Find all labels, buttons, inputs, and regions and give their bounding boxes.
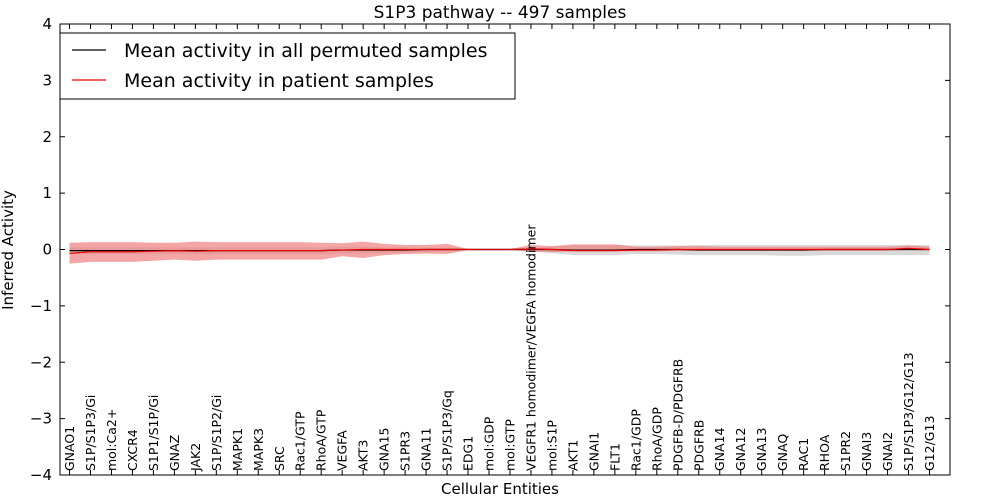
y-axis-label: Inferred Activity <box>0 190 17 310</box>
x-tick-label: GNA12 <box>733 428 748 472</box>
x-tick-label: PDGFRB <box>691 420 706 471</box>
x-tick-label: MAPK3 <box>251 428 266 471</box>
x-tick-label: S1P1/S1P/Gi <box>146 395 161 471</box>
confidence-bands <box>69 241 930 264</box>
x-tick-label: FLT1 <box>607 443 622 471</box>
x-tick-label: MAPK1 <box>230 428 245 471</box>
x-tick-label: S1P/S1P3/Gq <box>440 390 455 471</box>
x-tick-label: RhoA/GTP <box>314 409 329 471</box>
x-tick-label: mol:Ca2+ <box>104 409 119 471</box>
x-tick-label: Rac1/GTP <box>293 411 308 471</box>
x-axis-label: Cellular Entities <box>441 480 559 498</box>
x-tick-label: mol:S1P <box>544 420 559 471</box>
series-line-patient <box>69 247 930 255</box>
x-tick-label: EDG1 <box>461 436 476 471</box>
legend: Mean activity in all permuted samples Me… <box>59 32 516 100</box>
x-tick-label: GNAI2 <box>880 432 895 471</box>
y-tick-label: −4 <box>30 466 52 484</box>
legend-box <box>59 32 516 100</box>
x-tick-label: VEGFR1 homodimer/VEGFA homodimer <box>523 224 538 471</box>
x-tick-label: GNA11 <box>419 428 434 472</box>
legend-label-permuted: Mean activity in all permuted samples <box>124 40 487 62</box>
x-tick-label: GNAI3 <box>859 432 874 471</box>
x-tick-label: mol:GTP <box>502 419 517 471</box>
y-tick-label: −3 <box>30 410 52 428</box>
y-tick-label: 1 <box>42 184 52 202</box>
series-lines <box>69 247 930 255</box>
x-tick-label: AKT3 <box>356 440 371 471</box>
x-tick-label: S1P/S1P2/Gi <box>209 395 224 471</box>
x-tick-label: GNAQ <box>775 434 790 471</box>
x-tick-label: S1PR3 <box>398 431 413 471</box>
x-tick-label: S1P/S1P3/G12/G13 <box>901 352 916 471</box>
x-axis: GNAO1 S1P/S1P3/Gi mol:Ca2+ CXCR4 S1P1/S1P/Gi… <box>62 24 937 475</box>
x-tick-label: RhoA/GDP <box>649 407 664 471</box>
x-tick-label: VEGFA <box>335 430 350 471</box>
x-tick-label: S1P/S1P3/Gi <box>83 395 98 471</box>
y-tick-label: 2 <box>42 128 52 146</box>
x-tick-label: AKT1 <box>565 440 580 471</box>
y-axis: 4 3 2 1 0 −1 −2 −3 −4 <box>30 15 950 484</box>
x-tick-label: SRC <box>272 446 287 471</box>
x-tick-label: JAK2 <box>188 443 203 472</box>
x-tick-label: PDGFB-D/PDGFRB <box>670 359 685 471</box>
x-tick-label: S1PR2 <box>838 431 853 471</box>
x-tick-label: CXCR4 <box>125 429 140 471</box>
x-tick-label: RHOA <box>817 434 832 471</box>
y-tick-label: −2 <box>30 353 52 371</box>
x-tick-label: GNA15 <box>377 428 392 472</box>
y-tick-label: 4 <box>42 15 52 33</box>
x-tick-label: mol:GDP <box>482 416 497 471</box>
x-tick-label: GNA14 <box>712 427 727 471</box>
y-tick-label: 3 <box>42 71 52 89</box>
y-tick-label: −1 <box>30 297 52 315</box>
x-tick-label: GNAO1 <box>62 426 77 471</box>
band-patient <box>69 241 930 264</box>
legend-label-patient: Mean activity in patient samples <box>124 70 434 92</box>
x-tick-label: GNAI1 <box>586 432 601 471</box>
x-tick-label: RAC1 <box>796 438 811 471</box>
x-tick-label: GNAZ <box>167 435 182 471</box>
y-tick-label: 0 <box>42 241 52 259</box>
x-tick-label: G12/G13 <box>922 416 937 471</box>
x-tick-label: GNA13 <box>754 428 769 472</box>
x-tick-label: Rac1/GDP <box>628 409 643 471</box>
chart-title: S1P3 pathway -- 497 samples <box>374 3 627 23</box>
